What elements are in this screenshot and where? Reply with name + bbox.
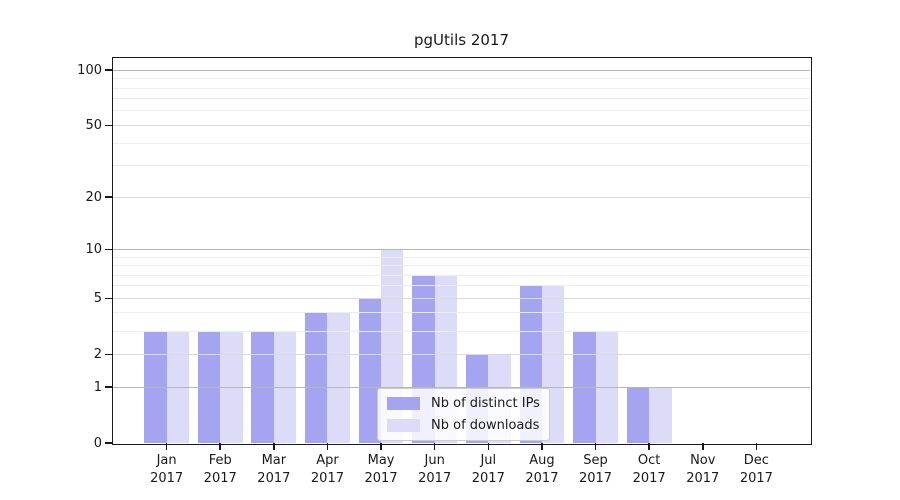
y-tick-label: 2 bbox=[93, 346, 102, 362]
y-tick-label: 10 bbox=[85, 241, 102, 257]
decade-gridline bbox=[113, 69, 810, 71]
x-tick-label-month: Apr bbox=[316, 453, 339, 468]
y-axis-tick bbox=[105, 124, 112, 127]
y-tick-label: 100 bbox=[77, 62, 102, 78]
legend: Nb of distinct IPs Nb of downloads bbox=[377, 388, 550, 441]
minor-gridline bbox=[113, 142, 810, 144]
x-tick-label-month: Oct bbox=[637, 453, 661, 468]
x-tick-label-year: 2017 bbox=[418, 470, 452, 486]
y-tick-label: 50 bbox=[85, 117, 102, 133]
y-axis-tick bbox=[105, 442, 112, 444]
y-axis-tick bbox=[105, 353, 112, 355]
decade-gridline bbox=[113, 248, 810, 250]
x-axis-tick bbox=[594, 443, 597, 450]
x-tick-label: Jun 2017 bbox=[400, 452, 470, 487]
x-tick-label-year: 2017 bbox=[203, 470, 237, 486]
legend-row: Nb of downloads bbox=[387, 416, 540, 435]
legend-swatch bbox=[387, 397, 420, 410]
minor-gridline bbox=[113, 312, 810, 314]
x-tick-label-year: 2017 bbox=[578, 470, 613, 486]
x-tick-label-year: 2017 bbox=[739, 470, 773, 486]
bar-distinct-ips-apr bbox=[305, 312, 328, 443]
decade-gridline bbox=[113, 386, 810, 388]
x-tick-label-year: 2017 bbox=[471, 470, 505, 486]
y-axis-tick bbox=[105, 386, 112, 388]
y-tick-label: 0 bbox=[93, 435, 102, 451]
x-axis-tick bbox=[648, 443, 650, 450]
major-gridline bbox=[113, 353, 810, 355]
y-axis-tick bbox=[105, 248, 112, 251]
x-tick-label: Mar 2017 bbox=[239, 452, 309, 487]
x-tick-label: Oct 2017 bbox=[614, 452, 684, 487]
x-axis-tick bbox=[541, 443, 543, 450]
x-tick-label-year: 2017 bbox=[310, 470, 344, 486]
x-axis-tick bbox=[433, 443, 436, 450]
x-axis-tick bbox=[487, 443, 490, 450]
x-tick-label-month: Jul bbox=[480, 453, 497, 468]
x-tick-label: Jan 2017 bbox=[132, 452, 202, 487]
x-tick-label: Feb 2017 bbox=[185, 452, 255, 487]
x-tick-label-month: May bbox=[367, 453, 395, 468]
x-tick-label-month: Jan bbox=[156, 453, 177, 468]
bar-distinct-ips-oct bbox=[626, 387, 650, 443]
bar-downloads-oct bbox=[649, 387, 672, 443]
x-tick-label-year: 2017 bbox=[257, 470, 291, 486]
x-tick-label: Nov 2017 bbox=[668, 452, 738, 487]
x-tick-label-year: 2017 bbox=[150, 470, 184, 486]
x-tick-label-month: Sep bbox=[583, 453, 608, 468]
minor-gridline bbox=[113, 256, 810, 258]
x-tick-label-year: 2017 bbox=[686, 470, 720, 486]
bar-downloads-apr bbox=[327, 312, 350, 443]
x-tick-label: Jul 2017 bbox=[453, 452, 523, 487]
major-gridline bbox=[113, 124, 810, 126]
minor-gridline bbox=[113, 87, 810, 89]
bar-distinct-ips-may bbox=[358, 298, 382, 443]
plot-area: Nb of distinct IPs Nb of downloads bbox=[111, 56, 812, 445]
x-axis-tick bbox=[380, 443, 382, 450]
legend-label: Nb of downloads bbox=[431, 418, 540, 433]
x-tick-label: Aug 2017 bbox=[507, 452, 577, 487]
minor-gridline bbox=[113, 330, 810, 332]
legend-swatch bbox=[387, 419, 420, 432]
minor-gridline bbox=[113, 274, 810, 276]
axes-frame bbox=[111, 56, 812, 445]
minor-gridline bbox=[113, 265, 810, 266]
minor-gridline bbox=[113, 98, 810, 100]
minor-gridline bbox=[113, 285, 810, 287]
major-gridline bbox=[113, 297, 810, 299]
x-tick-label: Apr 2017 bbox=[292, 452, 362, 487]
major-gridline bbox=[113, 196, 810, 198]
x-axis-tick bbox=[755, 443, 758, 450]
y-tick-label: 5 bbox=[93, 290, 102, 306]
x-axis-tick bbox=[165, 443, 168, 450]
x-tick-label-year: 2017 bbox=[364, 470, 398, 486]
minor-gridline bbox=[113, 165, 810, 167]
x-tick-label: May 2017 bbox=[346, 452, 416, 487]
legend-row: Nb of distinct IPs bbox=[387, 394, 540, 413]
x-axis-tick bbox=[219, 443, 221, 450]
x-tick-label-year: 2017 bbox=[525, 470, 559, 486]
x-tick-label-month: Mar bbox=[261, 453, 287, 468]
x-axis-tick bbox=[273, 443, 275, 450]
x-tick-label-month: Aug bbox=[529, 453, 555, 468]
minor-gridline bbox=[113, 78, 810, 80]
x-tick-label: Dec 2017 bbox=[721, 452, 791, 487]
y-tick-label: 1 bbox=[93, 379, 102, 395]
y-axis-tick bbox=[105, 69, 112, 71]
legend-label: Nb of distinct IPs bbox=[431, 396, 540, 411]
y-axis-tick bbox=[105, 297, 112, 299]
x-tick-label-month: Feb bbox=[208, 453, 232, 468]
x-tick-label-year: 2017 bbox=[632, 470, 666, 486]
x-tick-label-month: Dec bbox=[743, 453, 769, 468]
y-axis-tick bbox=[105, 196, 112, 198]
chart-title: pgUtils 2017 bbox=[414, 31, 509, 49]
y-tick-label: 20 bbox=[85, 189, 102, 205]
x-tick-label: Sep 2017 bbox=[561, 452, 631, 487]
x-axis-tick bbox=[326, 443, 329, 450]
x-tick-label-month: Jun bbox=[424, 453, 445, 468]
minor-gridline bbox=[113, 110, 810, 112]
x-axis-tick bbox=[702, 443, 704, 450]
x-tick-label-month: Nov bbox=[690, 453, 716, 468]
